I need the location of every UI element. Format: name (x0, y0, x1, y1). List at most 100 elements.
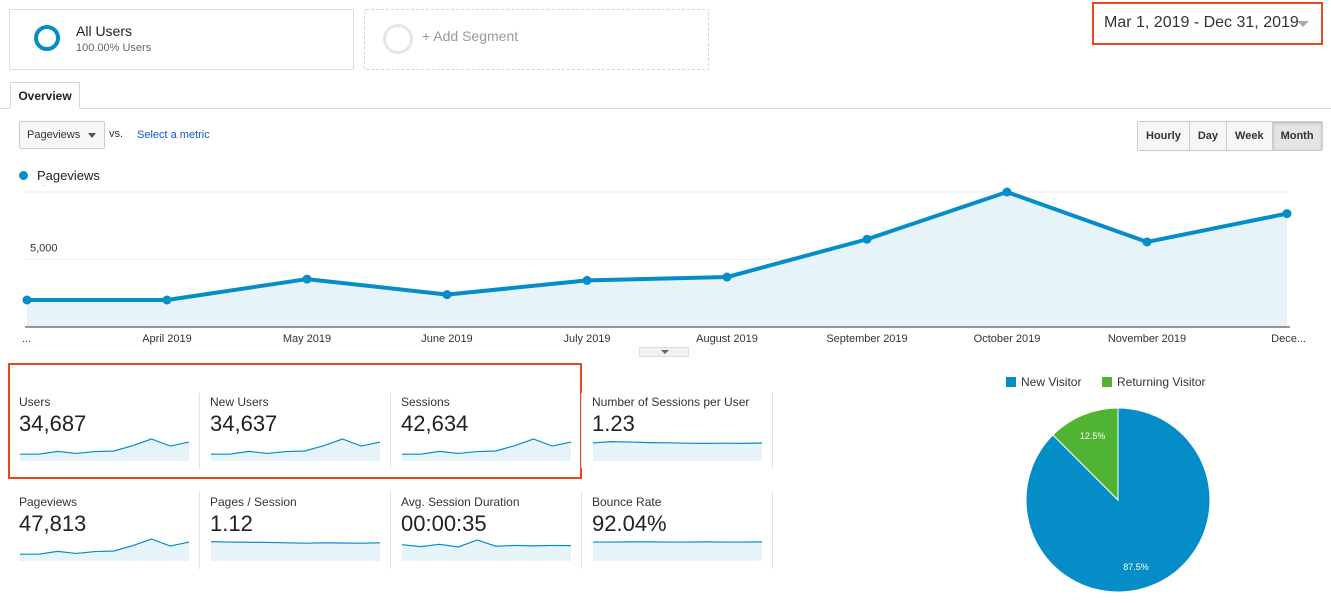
sparkline (592, 441, 763, 461)
legend-new-visitor: New Visitor (1006, 375, 1081, 389)
metric-dropdown-label: Pageviews (27, 129, 81, 141)
metric-pageviews[interactable]: Pageviews 47,813 (19, 495, 199, 581)
chevron-down-icon (661, 350, 669, 354)
data-point[interactable] (862, 234, 872, 244)
metric-value: 42,634 (401, 411, 469, 436)
sparkline (20, 538, 190, 561)
x-tick-label: October 2019 (974, 333, 1041, 345)
collapse-chart-handle[interactable] (639, 347, 689, 357)
hourly-button[interactable]: Hourly (1138, 122, 1190, 150)
sparkline-line (211, 438, 381, 455)
metric-label: Pageviews (19, 495, 78, 509)
pie-slice[interactable] (1025, 407, 1211, 593)
metric-label: Bounce Rate (592, 495, 662, 509)
segment-all-users[interactable]: All Users 100.00% Users (9, 9, 354, 70)
data-point[interactable] (22, 295, 32, 305)
sparkline (20, 438, 190, 461)
pageviews-line-chart: 10,000 5,000... April 2019 May 2019 June 201… (22, 185, 1306, 345)
metric-value: 34,687 (19, 411, 87, 436)
sparkline-line (210, 541, 381, 544)
sparkline-fill (20, 539, 189, 561)
x-tick-label: ... (22, 333, 31, 345)
x-tick-label: August 2019 (696, 333, 758, 345)
x-tick-label: Dece... (1271, 333, 1306, 345)
pie-slice[interactable] (1052, 407, 1119, 502)
data-point[interactable] (442, 290, 452, 300)
data-point[interactable] (1142, 237, 1152, 247)
data-point[interactable] (1282, 209, 1292, 219)
time-granularity-group: Hourly Day Week Month (1137, 121, 1323, 151)
metric-users[interactable]: Users 34,687 (19, 395, 199, 481)
tab-overview[interactable]: Overview (10, 82, 80, 109)
add-segment-button[interactable]: + Add Segment (364, 9, 709, 70)
x-tick-label: July 2019 (563, 333, 610, 345)
metric-divider (199, 393, 200, 468)
empty-segment-ring-icon (383, 24, 413, 54)
segment-subtitle: 100.00% Users (76, 42, 152, 54)
legend-pageviews-dot (19, 171, 28, 180)
data-point[interactable] (302, 274, 312, 284)
y-tick-label: 10,000 (30, 185, 64, 187)
chevron-down-icon (88, 133, 96, 138)
data-point[interactable] (162, 295, 172, 305)
metric-divider (390, 491, 391, 569)
metric-value: 00:00:35 (401, 511, 487, 536)
metric-label: Pages / Session (210, 495, 297, 509)
data-point[interactable] (1002, 187, 1012, 197)
metric-divider (772, 491, 773, 569)
date-range-text: Mar 1, 2019 - Dec 31, 2019 (1104, 14, 1299, 31)
metric-sessions[interactable]: Sessions 42,634 (401, 395, 581, 481)
metric-sessions-per-user[interactable]: Number of Sessions per User 1.23 (592, 395, 772, 481)
sparkline (402, 438, 572, 461)
area-fill (27, 192, 1287, 327)
tab-divider (0, 108, 1331, 109)
sparkline-fill (402, 439, 571, 461)
metric-label: Number of Sessions per User (592, 395, 750, 409)
metric-divider (581, 393, 582, 468)
sparkline (593, 541, 763, 561)
metric-bounce-rate[interactable]: Bounce Rate 92.04% (592, 495, 772, 581)
metric-pages-per-session[interactable]: Pages / Session 1.12 (210, 495, 390, 581)
week-button[interactable]: Week (1227, 122, 1273, 150)
pie-slice-label: 12.5% (1080, 431, 1106, 441)
sparkline-fill (593, 541, 762, 561)
metric-divider (199, 491, 200, 569)
x-tick-label: September 2019 (826, 333, 907, 345)
date-range-picker[interactable]: Mar 1, 2019 - Dec 31, 2019 (1092, 2, 1323, 45)
add-segment-label: + Add Segment (422, 28, 519, 44)
x-tick-label: November 2019 (1108, 333, 1186, 345)
chevron-down-icon (1297, 21, 1309, 27)
legend-returning-visitor: Returning Visitor (1102, 375, 1206, 389)
metric-value: 1.23 (592, 411, 635, 436)
sparkline (401, 539, 572, 561)
x-tick-label: June 2019 (421, 333, 472, 345)
legend-label: New Visitor (1021, 375, 1082, 389)
legend-label: Returning Visitor (1117, 375, 1206, 389)
x-tick-label: May 2019 (283, 333, 331, 345)
sparkline-line (401, 539, 572, 548)
sparkline (210, 541, 381, 561)
sparkline-line (20, 538, 190, 555)
legend-swatch (1102, 377, 1112, 387)
sparkline-line (20, 438, 190, 455)
metric-dropdown[interactable]: Pageviews (19, 121, 105, 149)
pie-slice-label: 87.5% (1123, 562, 1149, 572)
metric-value: 92.04% (592, 511, 667, 536)
data-point[interactable] (722, 272, 732, 282)
select-metric-link[interactable]: Select a metric (137, 129, 210, 141)
day-button[interactable]: Day (1189, 122, 1228, 150)
sparkline-fill (20, 439, 189, 461)
metric-value: 1.12 (210, 511, 253, 536)
sparkline-fill (593, 441, 762, 461)
data-point[interactable] (582, 275, 592, 285)
metric-divider (772, 393, 773, 468)
metric-new-users[interactable]: New Users 34,637 (210, 395, 390, 481)
month-button[interactable]: Month (1272, 122, 1322, 150)
metric-avg-session-duration[interactable]: Avg. Session Duration 00:00:35 (401, 495, 581, 581)
sparkline-line (592, 441, 763, 444)
legend-swatch (1006, 377, 1016, 387)
metric-label: Avg. Session Duration (401, 495, 520, 509)
sparkline (211, 438, 381, 461)
sparkline-fill (211, 439, 380, 461)
legend-pageviews-label: Pageviews (37, 168, 100, 183)
